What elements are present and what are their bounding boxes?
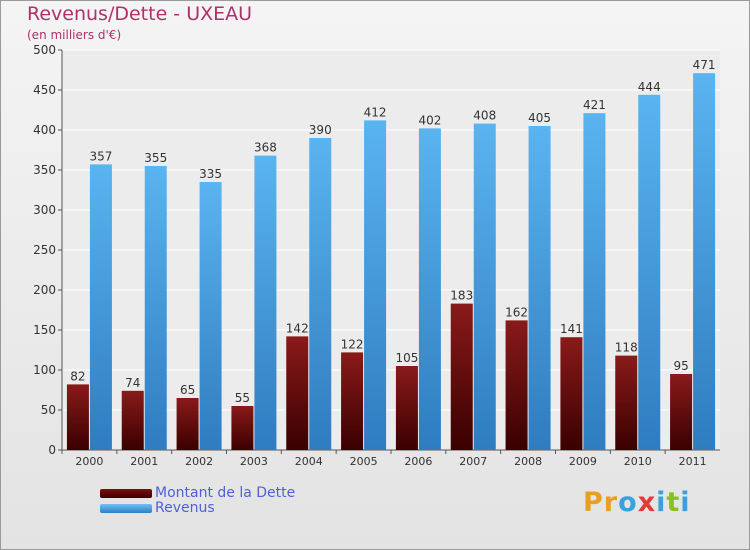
bar-debt	[286, 336, 309, 450]
x-tick-label: 2008	[514, 455, 542, 468]
x-tick-label: 2007	[459, 455, 487, 468]
chart-subtitle: (en milliers d'€)	[27, 28, 122, 42]
data-label-revenue: 421	[583, 98, 606, 112]
x-tick-label: 2010	[624, 455, 652, 468]
data-label-revenue: 405	[528, 111, 551, 125]
x-tick-label: 2004	[295, 455, 323, 468]
data-label-debt: 82	[70, 369, 85, 383]
bar-debt	[66, 384, 89, 450]
x-tick-label: 2011	[679, 455, 707, 468]
data-label-revenue: 368	[254, 141, 277, 155]
data-label-debt: 141	[560, 322, 583, 336]
data-label-revenue: 357	[89, 149, 112, 163]
data-label-revenue: 412	[364, 105, 387, 119]
bar-debt	[505, 320, 528, 450]
logo-letter: r	[603, 487, 619, 518]
y-tick-label: 300	[33, 203, 56, 217]
bar-debt	[231, 406, 254, 450]
data-label-debt: 74	[125, 376, 140, 390]
logo-letter: i	[680, 487, 691, 518]
data-label-debt: 95	[673, 359, 688, 373]
logo-letter: o	[618, 487, 638, 518]
legend-swatch-debt	[100, 489, 152, 498]
bar-revenue	[254, 155, 277, 450]
logo-letter: t	[666, 487, 681, 518]
y-tick-label: 100	[33, 363, 56, 377]
y-tick-label: 250	[33, 243, 56, 257]
y-tick-label: 500	[33, 43, 56, 57]
bar-revenue	[199, 182, 222, 450]
data-label-revenue: 402	[418, 113, 441, 127]
bar-revenue	[89, 164, 112, 450]
data-label-debt: 162	[505, 305, 528, 319]
y-tick-label: 400	[33, 123, 56, 137]
bar-revenue	[583, 113, 606, 450]
bar-debt	[615, 355, 638, 450]
bar-revenue	[418, 128, 441, 450]
y-tick-label: 0	[48, 443, 56, 457]
x-tick-label: 2009	[569, 455, 597, 468]
bar-debt	[395, 366, 418, 450]
bar-debt	[176, 398, 199, 450]
data-label-debt: 183	[450, 289, 473, 303]
x-tick-label: 2003	[240, 455, 268, 468]
bar-debt	[560, 337, 583, 450]
legend-swatch-revenue	[100, 504, 152, 513]
bar-debt	[341, 352, 364, 450]
x-tick-label: 2005	[350, 455, 378, 468]
bar-revenue	[473, 123, 496, 450]
bar-debt	[670, 374, 693, 450]
logo-letter: P	[583, 487, 604, 518]
x-tick-label: 2000	[75, 455, 103, 468]
bar-revenue	[638, 94, 661, 451]
data-label-debt: 142	[286, 321, 309, 335]
data-label-debt: 122	[341, 337, 364, 351]
bar-debt	[450, 303, 473, 450]
y-tick-label: 450	[33, 83, 56, 97]
y-tick-label: 200	[33, 283, 56, 297]
proxiti-logo: Proxiti	[583, 487, 691, 518]
logo-letter: x	[637, 487, 657, 518]
data-label-revenue: 355	[144, 151, 167, 165]
y-tick-label: 150	[33, 323, 56, 337]
bar-debt	[121, 390, 144, 450]
bar-revenue	[528, 126, 551, 450]
logo-letter: i	[656, 487, 667, 518]
x-tick-label: 2002	[185, 455, 213, 468]
legend-label-debt: Montant de la Dette	[155, 485, 296, 501]
bar-revenue	[693, 73, 716, 450]
data-label-revenue: 408	[473, 109, 496, 123]
data-label-debt: 105	[395, 351, 418, 365]
data-label-debt: 55	[235, 391, 250, 405]
bar-revenue	[364, 120, 387, 451]
data-label-revenue: 335	[199, 167, 222, 181]
bar-revenue	[144, 166, 167, 450]
y-tick-label: 50	[41, 403, 56, 417]
data-label-debt: 118	[615, 341, 638, 355]
data-label-revenue: 390	[309, 123, 332, 137]
y-tick-label: 350	[33, 163, 56, 177]
legend-label-revenue: Revenus	[155, 500, 215, 516]
x-tick-label: 2006	[404, 455, 432, 468]
data-label-revenue: 471	[693, 58, 716, 72]
bar-revenue	[309, 138, 332, 450]
data-label-revenue: 444	[638, 80, 661, 94]
chart-title: Revenus/Dette - UXEAU	[27, 3, 253, 25]
x-tick-label: 2001	[130, 455, 158, 468]
data-label-debt: 65	[180, 383, 195, 397]
